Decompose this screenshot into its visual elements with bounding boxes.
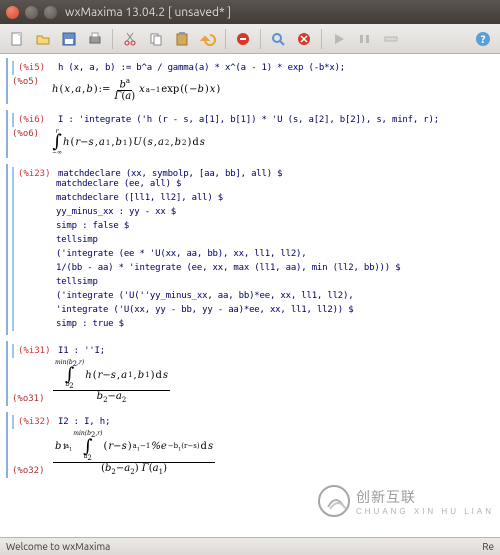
interrupt-icon[interactable] [293,28,315,50]
math-output: min(b2,r)∫a2 h(r−s,a1,b1)ds b2−a2 [52,360,171,405]
output-label: (%o32) [12,466,48,476]
help-icon[interactable]: ? [472,28,494,50]
input-label: (%i6) [18,115,54,125]
print-icon[interactable] [84,28,106,50]
input-code[interactable]: 1/(bb - aa) * 'integrate (ee, xx, max (l… [56,263,498,273]
separator [112,29,113,49]
window-buttons [6,6,57,19]
cell: (%i32) I2 : I, h; (%o32) b1a1 min(b2,r)∫a… [6,412,498,478]
find-icon[interactable] [267,28,289,50]
maximize-icon[interactable] [44,6,57,19]
status-right: Re [482,541,494,552]
edit-cut-icon[interactable] [119,28,141,50]
run-icon[interactable] [328,28,350,50]
animate-icon[interactable] [380,28,402,50]
separator [260,29,261,49]
toolbar: ? [0,24,500,54]
input-label: (%i5) [18,63,54,73]
math-output: r∫−∞ h(r−s,a1,b1) U(s,a2,b2)ds [52,129,205,155]
output-label: (%o5) [12,77,48,87]
output-label: (%o6) [12,129,48,139]
svg-text:?: ? [481,34,486,46]
watermark-logo-icon [318,485,350,517]
input-code[interactable]: ('integrate (ee * 'U(xx, aa, bb), xx, ll… [56,249,498,259]
input-code[interactable]: I1 : ''I; [58,346,105,356]
status-left: Welcome to wxMaxima [6,541,110,552]
input-label: (%i32) [18,417,54,427]
notebook-content[interactable]: (%i5) h (x, a, b) := b^a / gamma(a) * x^(… [0,54,500,537]
status-bar: Welcome to wxMaxima Re [0,537,500,555]
file-open-icon[interactable] [32,28,54,50]
input-code[interactable]: yy_minus_xx : yy - xx $ [56,207,498,217]
minimize-icon[interactable] [25,6,38,19]
window-title: wxMaxima 13.04.2 [ unsaved* ] [65,6,231,19]
cell: (%i5) h (x, a, b) := b^a / gamma(a) * x^(… [6,58,498,104]
input-code[interactable]: I2 : I, h; [58,417,110,427]
run-step-icon[interactable] [354,28,376,50]
separator [225,29,226,49]
input-code[interactable]: 'integrate ('U(xx, yy - bb, yy - aa)*ee,… [56,305,498,315]
input-code[interactable]: I : 'integrate ('h (r - s, a[1], b[1]) *… [58,115,439,125]
cell: (%i31) I1 : ''I; (%o31) min(b2,r)∫a2 h(r−… [6,341,498,407]
undo-icon[interactable] [197,28,219,50]
close-icon[interactable] [6,6,19,19]
math-output: b1a1 min(b2,r)∫a2 (r−s)a1−1%e−b1(r−s)ds … [52,431,216,476]
input-code[interactable]: tellsimp [56,277,498,287]
separator [321,29,322,49]
input-code[interactable]: matchdeclare ([ll1, ll2], all) $ [56,193,498,203]
edit-copy-icon[interactable] [145,28,167,50]
watermark: 创新互联 CHUANG XIN HU LIAN [318,485,494,517]
input-code[interactable]: simp : false $ [56,221,498,231]
file-new-icon[interactable] [6,28,28,50]
input-code[interactable]: h (x, a, b) := b^a / gamma(a) * x^(a - 1… [58,63,345,73]
input-code[interactable]: ('integrate ('U(''yy_minus_xx, aa, bb)*e… [56,291,498,301]
cell: (%i6) I : 'integrate ('h (r - s, a[1], b[… [6,110,498,157]
cell: (%i23) matchdeclare (xx, symbolp, [aa, bb… [6,164,498,335]
input-label: (%i31) [18,346,54,356]
edit-paste-icon[interactable] [171,28,193,50]
watermark-text: 创新互联 CHUANG XIN HU LIAN [356,487,494,516]
input-code[interactable]: matchdeclare (ee, all) $ [56,179,498,189]
input-code[interactable]: matchdeclare (xx, symbolp, [aa, bb], all… [58,169,282,179]
output-label: (%o31) [12,394,48,404]
window-titlebar: wxMaxima 13.04.2 [ unsaved* ] [0,0,500,24]
input-label: (%i23) [18,169,54,179]
stop-icon[interactable] [232,28,254,50]
math-output: h(x,a,b):= baΓ(a) xa−1 exp((−b) x) [52,77,220,102]
input-code[interactable]: tellsimp [56,235,498,245]
file-save-icon[interactable] [58,28,80,50]
input-code[interactable]: simp : true $ [56,319,498,329]
